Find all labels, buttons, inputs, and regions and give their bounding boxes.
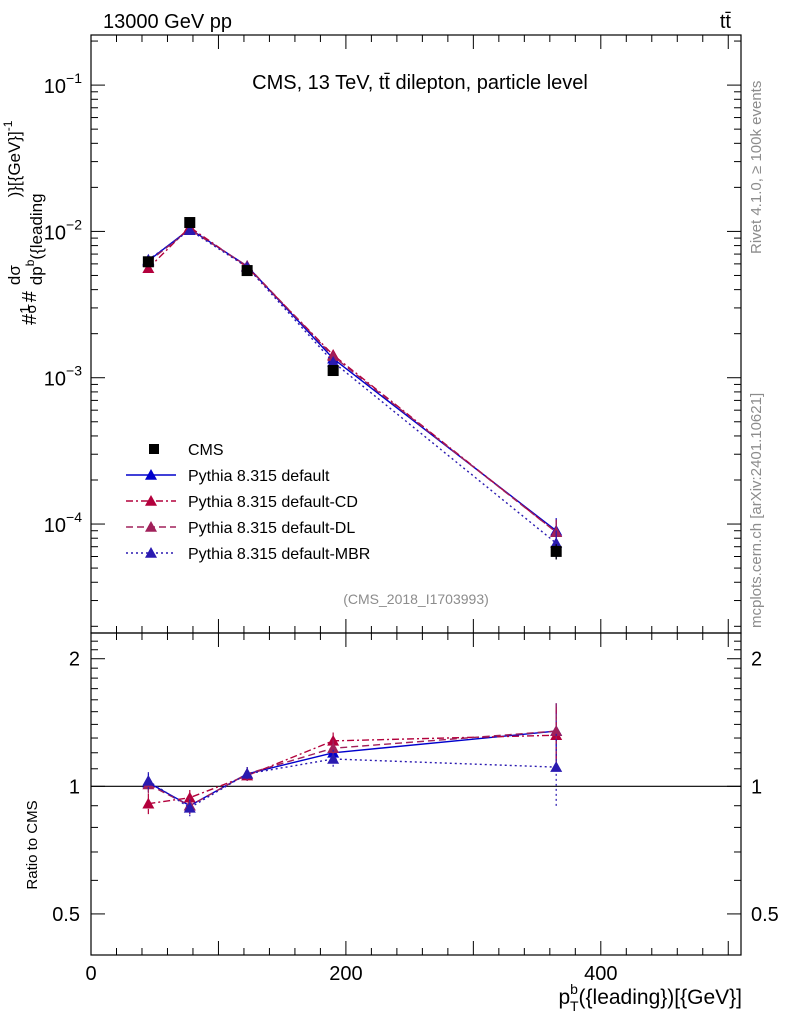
legend: CMS Pythia 8.315 default Pythia 8.315 defa…	[126, 442, 370, 563]
data-point	[550, 545, 562, 557]
series-2	[142, 223, 563, 815]
series-point-ratio	[142, 797, 155, 809]
rivet-version-label: Rivet 4.1.0, ≥ 100k events	[748, 81, 765, 254]
series-layer	[142, 217, 563, 817]
series-point-main	[550, 537, 563, 548]
x-tick-label: 200	[329, 963, 362, 985]
legend-label: Pythia 8.315 default-DL	[188, 520, 355, 537]
y-tick-label-ratio: 2	[69, 649, 80, 671]
x-tick-label: 400	[584, 963, 617, 985]
series-data	[142, 217, 562, 560]
mcplots-label: mcplots.cern.ch [arXiv:2401.10621]	[748, 393, 765, 628]
series-point-ratio	[183, 791, 196, 803]
series-point-ratio	[183, 801, 196, 813]
y-tick-label-main: 10−2	[44, 216, 82, 244]
main-plot-frame	[90, 34, 742, 634]
legend-marker-data	[149, 444, 159, 454]
series-point-main	[183, 224, 196, 235]
series-point-main	[327, 350, 340, 362]
y-tick-label-main: 10−4	[44, 509, 82, 537]
header-right: tt̄	[720, 11, 732, 33]
legend-label: Pythia 8.315 default	[188, 468, 330, 485]
series-point-ratio	[241, 767, 254, 779]
legend-marker	[145, 495, 157, 506]
series-0	[142, 222, 563, 815]
data-point	[241, 265, 253, 277]
series-point-ratio	[327, 753, 340, 764]
y-axis-label-main: #1σ#dσ dpb({leading)}[{GeV}]-1	[1, 120, 46, 325]
analysis-watermark: (CMS_2018_I1703993)	[343, 591, 489, 607]
legend-marker	[145, 521, 157, 532]
series-line-ratio	[147, 758, 557, 809]
series-line-ratio	[148, 730, 557, 807]
y-tick-label-ratio-right: 0.5	[751, 904, 779, 926]
series-point-main	[142, 262, 155, 274]
series-1	[142, 221, 563, 815]
y-tick-label-main: 10−1	[44, 70, 82, 98]
y-axis-label-ratio: Ratio to CMS	[24, 800, 41, 889]
axis-ticks: 0 200 400 10−1 10−2 10−3 10−4 0.5 0.5 1 1 2 2	[44, 35, 779, 985]
series-point-ratio	[327, 742, 340, 754]
data-point	[327, 365, 339, 377]
x-tick-label: 0	[85, 963, 96, 985]
y-tick-label-ratio-right: 1	[751, 776, 762, 798]
y-tick-label-main: 10−3	[44, 363, 82, 391]
legend-marker	[145, 469, 157, 480]
series-line-main	[147, 226, 557, 533]
series-point-ratio	[550, 725, 563, 736]
header-left: 13000 GeV pp	[103, 11, 232, 33]
data-point	[142, 256, 154, 268]
x-axis-label: pb T({leading})[{GeV}]	[558, 981, 742, 1014]
series-line-main	[147, 228, 557, 533]
series-point-ratio	[550, 761, 563, 772]
series-line-main	[147, 228, 557, 532]
chart-title: CMS, 13 TeV, tt̄ dilepton, particle leve…	[252, 72, 588, 94]
legend-label-data: CMS	[188, 442, 224, 459]
series-line-ratio	[148, 734, 557, 805]
legend-marker	[145, 547, 157, 558]
legend-label: Pythia 8.315 default-MBR	[188, 546, 370, 563]
y-tick-label-ratio: 1	[69, 776, 80, 798]
data-point	[184, 217, 196, 229]
legend-label: Pythia 8.315 default-CD	[188, 494, 358, 511]
y-tick-label-ratio-right: 2	[751, 649, 762, 671]
series-point-main	[327, 356, 340, 367]
series-point-ratio	[142, 774, 155, 786]
ratio-plot-frame	[90, 632, 742, 956]
series-3	[142, 224, 563, 817]
y-tick-label-ratio: 0.5	[52, 904, 80, 926]
